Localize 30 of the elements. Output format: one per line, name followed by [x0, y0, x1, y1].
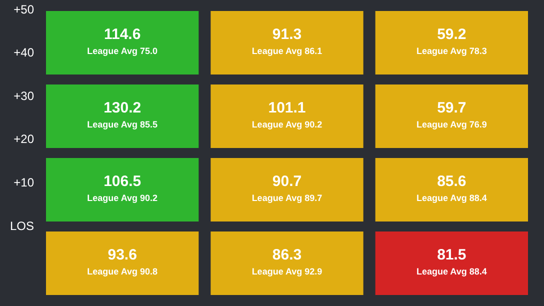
annotation: League Avg 90.2 — [87, 193, 158, 204]
annotation: League Avg 89.7 — [252, 193, 322, 204]
data-label: 85.6 — [437, 172, 466, 190]
text: LOS — [10, 218, 34, 233]
annotation: League Avg 90.8 — [87, 266, 158, 277]
text: +50 — [14, 2, 34, 16]
annotation: League Avg 78.3 — [416, 46, 487, 56]
data-label: 81.5 — [437, 246, 466, 264]
data-label: 130.2 — [104, 99, 142, 116]
data-label: 90.7 — [272, 172, 302, 190]
text: +40 — [14, 46, 34, 60]
data-label: 106.5 — [104, 172, 142, 190]
annotation: League Avg 85.5 — [87, 120, 158, 130]
text: +30 — [14, 88, 34, 103]
text: +20 — [14, 132, 34, 146]
annotation: League Avg 75.0 — [87, 46, 158, 56]
data-label: 86.3 — [272, 246, 302, 264]
annotation: League Avg 92.9 — [252, 266, 322, 277]
data-label: 59.7 — [437, 99, 466, 116]
annotation: League Avg 88.4 — [416, 193, 487, 204]
annotation: League Avg 86.1 — [252, 46, 322, 56]
data-label: 114.6 — [104, 26, 141, 43]
annotation: League Avg 88.4 — [416, 266, 487, 277]
data-label: 93.6 — [108, 246, 137, 264]
annotation: League Avg 76.9 — [416, 120, 487, 130]
data-label: 59.2 — [437, 26, 466, 43]
data-label: 101.1 — [268, 99, 306, 116]
text: +10 — [14, 176, 34, 190]
data-label: 91.3 — [272, 26, 302, 43]
annotation: League Avg 90.2 — [252, 120, 322, 130]
